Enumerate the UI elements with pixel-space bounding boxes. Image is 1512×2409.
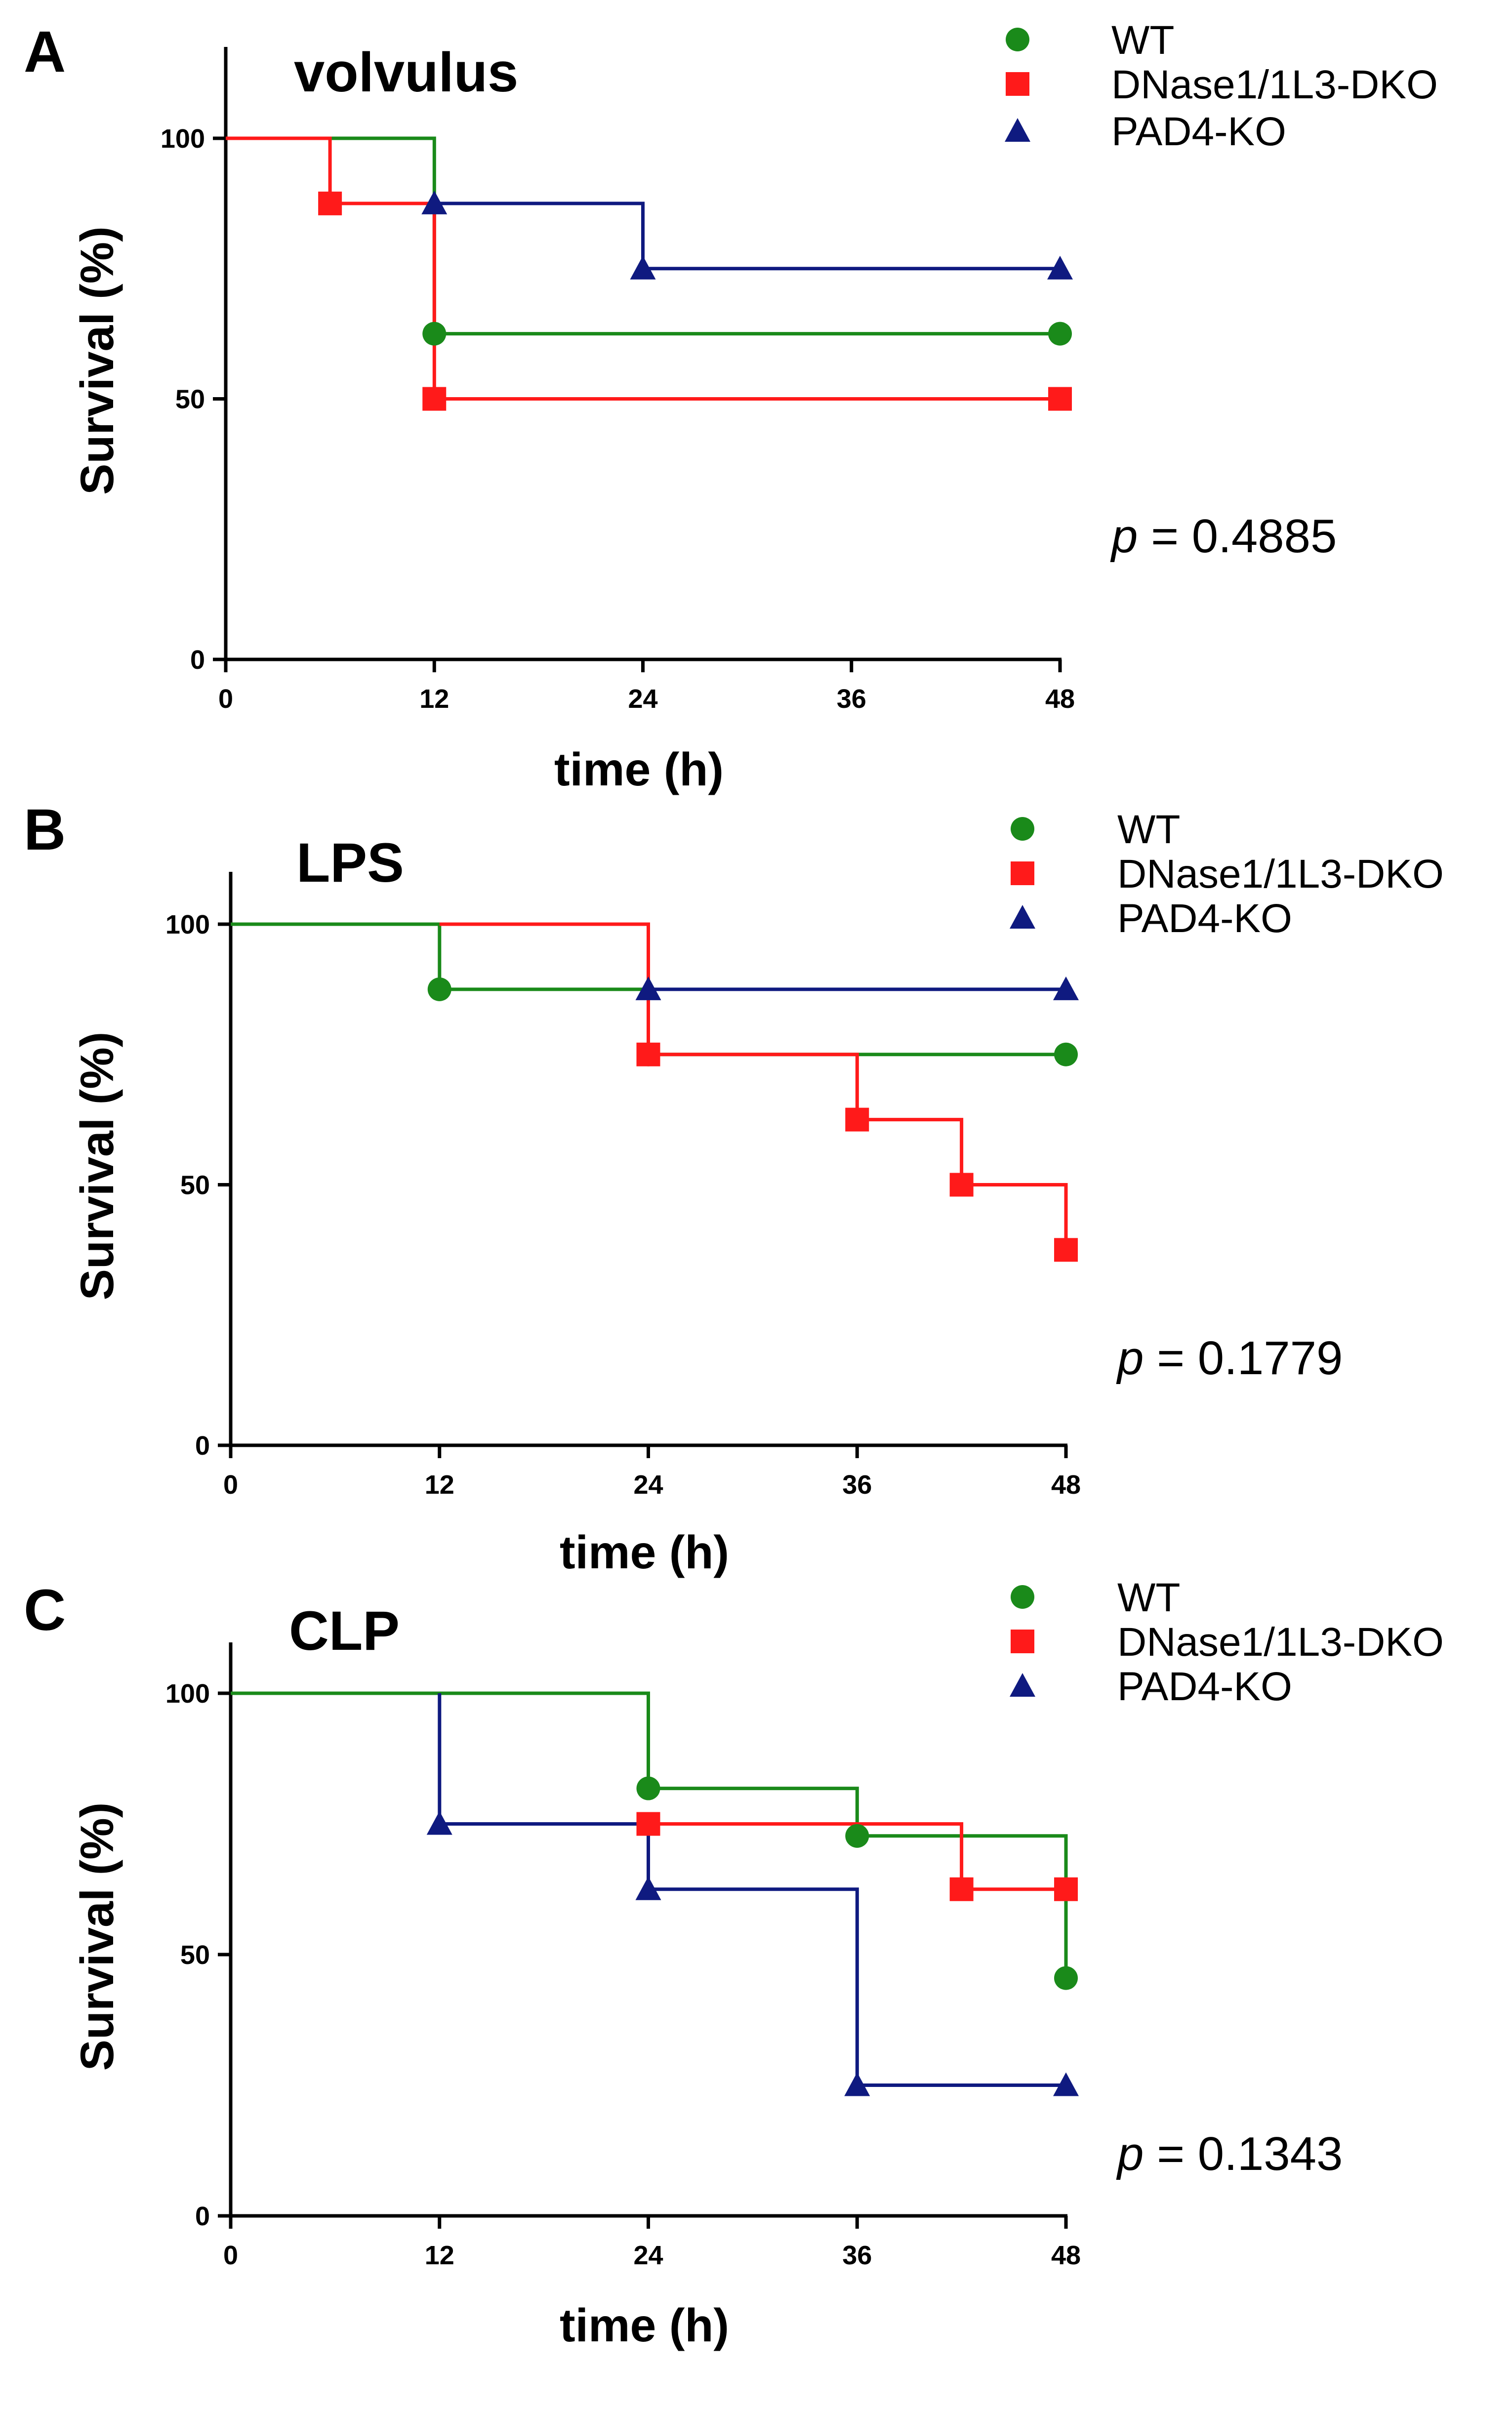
p-value: = 0.4885	[1138, 510, 1337, 563]
y-tick-label: 100	[165, 1679, 210, 1709]
data-point-wt	[1048, 322, 1072, 346]
legend-label-wt: WT	[1111, 18, 1174, 63]
data-point-dnase1-1l3-dko	[949, 1877, 974, 1901]
legend-marker-wt	[1011, 1585, 1034, 1609]
series-line-dnase1-1l3-dko	[439, 922, 1068, 1250]
data-point-dnase1-1l3-dko	[845, 1107, 869, 1132]
p-value-annotation: p = 0.4885	[1110, 510, 1337, 563]
data-point-wt	[1054, 1966, 1078, 1990]
series-line-pad4-ko	[434, 202, 1060, 271]
data-point-dnase1-1l3-dko	[636, 1042, 660, 1066]
data-point-dnase1-1l3-dko	[636, 1812, 660, 1836]
x-tick-label: 24	[633, 1470, 663, 1500]
data-point-dnase1-1l3-dko	[949, 1173, 974, 1197]
panel-title: CLP	[289, 1600, 400, 1662]
x-tick-label: 0	[223, 2241, 238, 2270]
panel-letter: A	[24, 19, 66, 84]
x-tick-label: 48	[1045, 684, 1075, 714]
data-point-dnase1-1l3-dko	[422, 387, 447, 411]
x-tick-label: 36	[842, 1470, 872, 1500]
p-symbol: p	[1110, 510, 1138, 563]
y-tick-label: 50	[175, 385, 205, 414]
data-point-dnase1-1l3-dko	[1054, 1877, 1078, 1901]
data-point-dnase1-1l3-dko	[1048, 387, 1072, 411]
legend-label-dnase1-1l3-dko: DNase1/1L3-DKO	[1117, 1620, 1444, 1665]
legend-marker-pad4-ko	[1005, 118, 1030, 142]
data-point-wt	[845, 1824, 869, 1848]
y-tick-label: 0	[190, 645, 205, 675]
x-axis-label: time (h)	[554, 743, 724, 796]
x-tick-label: 24	[628, 684, 657, 714]
data-point-pad4-ko	[630, 255, 656, 280]
legend-label-dnase1-1l3-dko: DNase1/1L3-DKO	[1111, 62, 1438, 107]
panel-letter: C	[24, 1578, 66, 1643]
legend-label-wt: WT	[1117, 807, 1180, 852]
panel-title: volvulus	[294, 41, 518, 103]
p-value-annotation: p = 0.1343	[1116, 2127, 1343, 2180]
panel-letter: B	[24, 797, 66, 862]
y-axis-label: Survival (%)	[71, 226, 123, 495]
data-point-pad4-ko	[1053, 976, 1079, 1000]
x-tick-label: 48	[1051, 2241, 1081, 2270]
data-point-wt	[1054, 1042, 1078, 1066]
y-tick-label: 100	[165, 910, 210, 939]
x-tick-label: 12	[425, 2241, 454, 2270]
data-point-wt	[636, 1776, 660, 1800]
x-tick-label: 12	[425, 1470, 454, 1500]
data-point-pad4-ko	[635, 976, 661, 1000]
legend-label-wt: WT	[1117, 1575, 1180, 1620]
legend-marker-dnase1-1l3-dko	[1011, 1630, 1034, 1653]
data-point-pad4-ko	[635, 1876, 661, 1900]
data-point-dnase1-1l3-dko	[1054, 1238, 1078, 1262]
x-axis-label: time (h)	[560, 1526, 729, 1579]
series-line-wt	[231, 1691, 1068, 1978]
y-axis-label: Survival (%)	[71, 1032, 123, 1301]
p-value-annotation: p = 0.1779	[1116, 1332, 1343, 1385]
x-tick-label: 0	[218, 684, 233, 714]
data-point-wt	[422, 322, 447, 346]
legend-label-pad4-ko: PAD4-KO	[1117, 896, 1292, 941]
y-tick-label: 0	[195, 2202, 210, 2231]
data-point-wt	[427, 977, 451, 1001]
p-value: = 0.1779	[1144, 1332, 1343, 1385]
x-tick-label: 24	[633, 2241, 663, 2270]
x-axis-label: time (h)	[560, 2299, 729, 2352]
y-tick-label: 0	[195, 1431, 210, 1461]
legend-marker-pad4-ko	[1010, 1673, 1035, 1697]
p-value: = 0.1343	[1144, 2127, 1343, 2180]
data-point-pad4-ko	[1053, 2072, 1079, 2096]
legend-marker-dnase1-1l3-dko	[1006, 72, 1029, 96]
data-point-pad4-ko	[421, 190, 448, 214]
x-tick-label: 36	[842, 2241, 872, 2270]
legend-label-pad4-ko: PAD4-KO	[1117, 1664, 1292, 1709]
data-point-pad4-ko	[844, 2072, 870, 2096]
legend-marker-wt	[1006, 28, 1029, 51]
y-tick-label: 50	[180, 1940, 210, 1970]
legend-label-dnase1-1l3-dko: DNase1/1L3-DKO	[1117, 852, 1444, 897]
panel-title: LPS	[296, 832, 404, 894]
series-line-dnase1-1l3-dko	[648, 1822, 1066, 1891]
y-tick-label: 100	[161, 124, 205, 154]
series-line-dnase1-1l3-dko	[226, 136, 1060, 401]
legend-marker-dnase1-1l3-dko	[1011, 861, 1034, 885]
legend-marker-wt	[1011, 817, 1034, 841]
p-symbol: p	[1116, 1332, 1144, 1385]
data-point-pad4-ko	[426, 1811, 452, 1835]
x-tick-label: 48	[1051, 1470, 1081, 1500]
x-tick-label: 0	[223, 1470, 238, 1500]
data-point-pad4-ko	[1047, 255, 1073, 280]
data-point-dnase1-1l3-dko	[318, 191, 342, 215]
x-tick-label: 12	[419, 684, 449, 714]
y-tick-label: 50	[180, 1171, 210, 1200]
legend-label-pad4-ko: PAD4-KO	[1111, 109, 1286, 154]
legend-marker-pad4-ko	[1010, 905, 1035, 929]
y-axis-label: Survival (%)	[71, 1802, 123, 2071]
p-symbol: p	[1116, 2127, 1144, 2180]
chart-panel-c: C CLP 0 50 100 0 12 24 36 48 time (h) Survival (%) W…	[24, 1575, 1444, 2352]
x-tick-label: 36	[837, 684, 866, 714]
chart-panel-b: B LPS 0 50 100 0 12 24 36 48 time (h) Survival (%) W…	[24, 797, 1444, 1579]
